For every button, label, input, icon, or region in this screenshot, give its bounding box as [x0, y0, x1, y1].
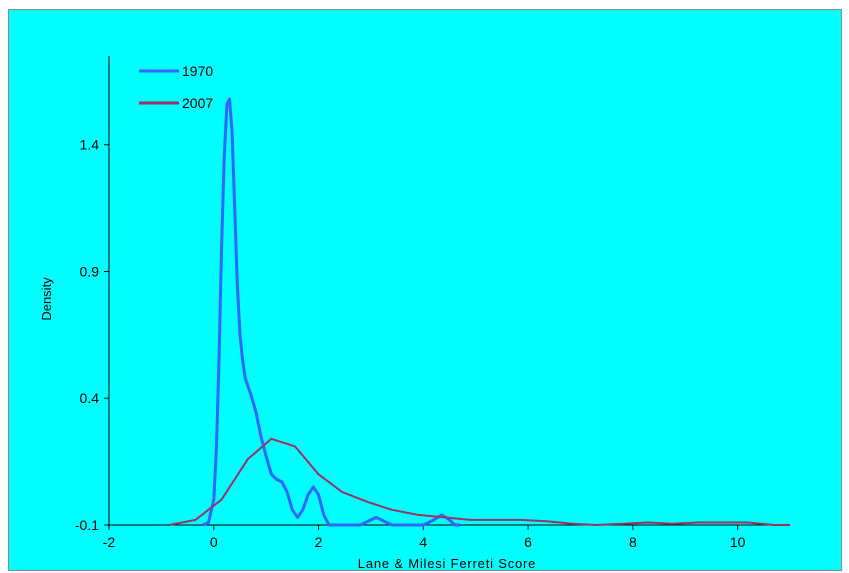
y-tick-label: 0.4 — [80, 390, 100, 406]
legend-label-2007: 2007 — [182, 95, 213, 111]
chart-area: -0.1 0.4 0.9 1.4 -2 0 2 4 6 8 10 1970 2007 Density … — [8, 9, 842, 571]
series-line-1970 — [202, 97, 460, 527]
y-axis-title: Density — [39, 277, 54, 321]
y-tick-label: 1.4 — [80, 137, 100, 153]
x-tick-label: 4 — [419, 534, 427, 550]
x-tick-label: 10 — [730, 534, 746, 550]
x-tick-label: 0 — [210, 534, 218, 550]
series-line-2007 — [169, 437, 790, 526]
x-tick-label: 6 — [524, 534, 532, 550]
legend-label-1970: 1970 — [182, 63, 213, 79]
y-tick-label: -0.1 — [75, 517, 99, 533]
x-tick-label: 2 — [315, 534, 323, 550]
x-tick-label: 8 — [629, 534, 637, 550]
y-tick-label: 0.9 — [80, 263, 100, 279]
x-axis-title: Lane & Milesi Ferreti Score — [358, 556, 536, 571]
x-tick-label: -2 — [103, 534, 116, 550]
